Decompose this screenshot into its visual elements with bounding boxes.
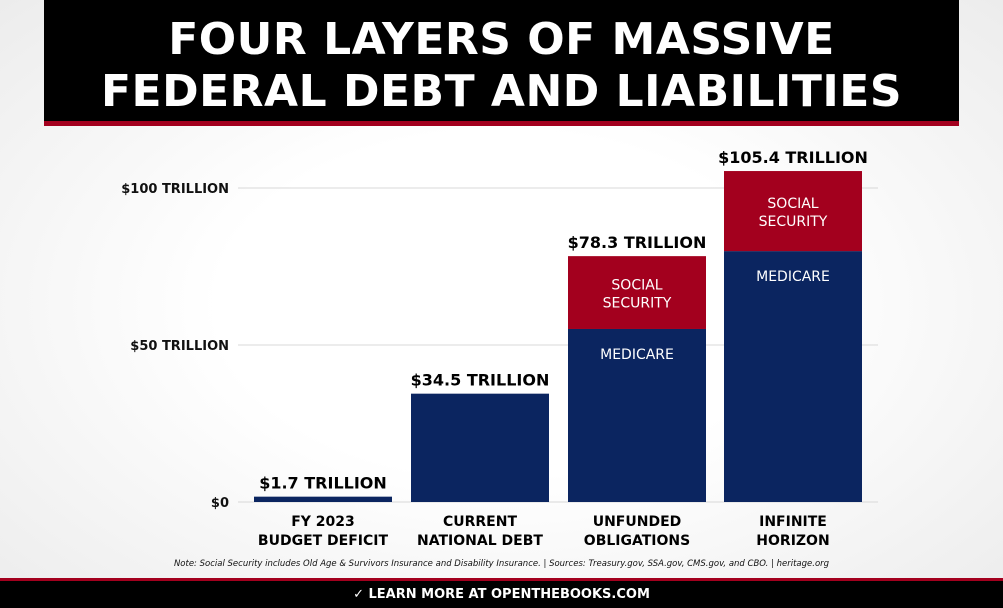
x-tick-label: BUDGET DEFICIT bbox=[258, 533, 389, 549]
title-banner: FOUR LAYERS OF MASSIVE FEDERAL DEBT AND … bbox=[44, 0, 959, 126]
bar-segment-medicare bbox=[568, 328, 706, 502]
x-tick-label: OBLIGATIONS bbox=[584, 533, 690, 549]
footer-banner[interactable]: ✓︎ LEARN MORE AT OPENTHEBOOKS.COM bbox=[0, 578, 1003, 608]
footnote: Note: Social Security includes Old Age &… bbox=[173, 559, 830, 569]
bar-chart: $0 $50 TRILLION $100 TRILLION $1.7 TRILLION… bbox=[121, 148, 878, 549]
segment-label: SECURITY bbox=[759, 214, 828, 230]
y-tick-label: $0 bbox=[211, 496, 229, 511]
x-tick-label: FY 2023 bbox=[291, 514, 355, 530]
footer-link[interactable]: LEARN MORE AT OPENTHEBOOKS.COM bbox=[368, 587, 650, 602]
segment-label: SOCIAL bbox=[767, 196, 818, 212]
data-label: $1.7 TRILLION bbox=[259, 474, 387, 493]
segment-label: SOCIAL bbox=[611, 278, 662, 294]
segment-label: SECURITY bbox=[603, 296, 672, 312]
x-tick-label: NATIONAL DEBT bbox=[417, 533, 543, 549]
bar bbox=[254, 496, 392, 502]
bar-segment-medicare bbox=[724, 251, 862, 502]
x-tick-label: HORIZON bbox=[756, 533, 829, 549]
x-tick-label: UNFUNDED bbox=[593, 514, 682, 530]
data-label: $78.3 TRILLION bbox=[568, 233, 707, 252]
check-shield-icon: ✓︎ bbox=[353, 587, 369, 602]
x-tick-label: INFINITE bbox=[759, 514, 827, 530]
data-label: $34.5 TRILLION bbox=[411, 371, 550, 390]
y-tick-label: $50 TRILLION bbox=[130, 339, 229, 354]
x-tick-label: CURRENT bbox=[443, 514, 517, 530]
title-line-1: FOUR LAYERS OF MASSIVE bbox=[168, 14, 835, 65]
segment-label: MEDICARE bbox=[600, 347, 674, 363]
data-label: $105.4 TRILLION bbox=[718, 148, 868, 167]
bar-segment-social-security bbox=[724, 171, 862, 252]
bar bbox=[411, 393, 549, 502]
segment-label: MEDICARE bbox=[756, 269, 830, 285]
y-tick-label: $100 TRILLION bbox=[121, 182, 229, 197]
title-line-2: FEDERAL DEBT AND LIABILITIES bbox=[100, 66, 903, 117]
bar-segment-social-security bbox=[568, 256, 706, 329]
